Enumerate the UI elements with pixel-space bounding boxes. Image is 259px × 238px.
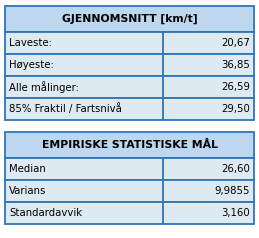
Text: GJENNOMSNITT [km/t]: GJENNOMSNITT [km/t]: [62, 14, 197, 24]
Bar: [5, 180, 254, 202]
Text: Høyeste:: Høyeste:: [9, 60, 54, 70]
Text: 36,85: 36,85: [221, 60, 250, 70]
Text: 29,50: 29,50: [221, 104, 250, 114]
Text: 20,67: 20,67: [221, 38, 250, 48]
Text: EMPIRISKE STATISTISKE MÅL: EMPIRISKE STATISTISKE MÅL: [41, 140, 218, 150]
Text: Standardavvik: Standardavvik: [9, 208, 82, 218]
Bar: [5, 158, 254, 180]
Bar: [5, 54, 254, 76]
Bar: [5, 76, 254, 98]
Text: 85% Fraktil / Fartsnivå: 85% Fraktil / Fartsnivå: [9, 104, 122, 114]
Text: Median: Median: [9, 164, 46, 174]
Text: 3,160: 3,160: [221, 208, 250, 218]
Bar: [5, 32, 254, 54]
Text: Alle målinger:: Alle målinger:: [9, 81, 79, 93]
Text: 26,60: 26,60: [221, 164, 250, 174]
Text: Varians: Varians: [9, 186, 46, 196]
Bar: [5, 98, 254, 120]
Bar: [5, 6, 254, 32]
Text: 26,59: 26,59: [221, 82, 250, 92]
Text: 9,9855: 9,9855: [214, 186, 250, 196]
Bar: [5, 202, 254, 224]
Bar: [5, 132, 254, 158]
Text: Laveste:: Laveste:: [9, 38, 52, 48]
